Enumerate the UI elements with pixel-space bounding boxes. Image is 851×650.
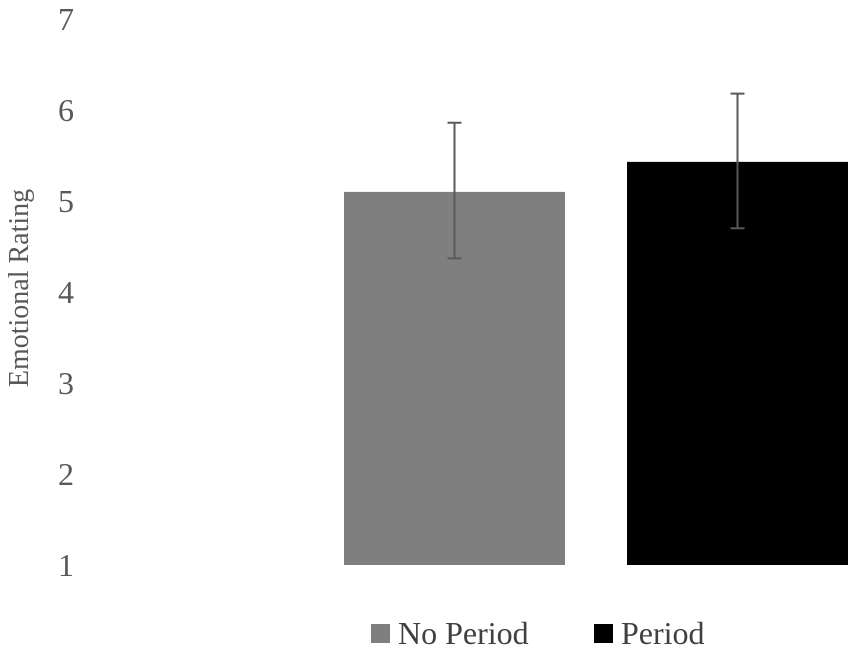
error-bars bbox=[447, 92, 745, 260]
y-tick-label: 6 bbox=[58, 92, 74, 128]
y-tick-label: 2 bbox=[58, 456, 74, 492]
legend-item-period: Period bbox=[594, 615, 705, 650]
legend-label: Period bbox=[621, 615, 705, 650]
legend: No Period Period bbox=[371, 615, 705, 650]
y-axis-label: Emotional Rating bbox=[4, 189, 35, 387]
legend-label: No Period bbox=[398, 615, 529, 650]
y-axis-ticks: 1 2 3 4 5 6 7 bbox=[58, 1, 74, 583]
y-tick-label: 4 bbox=[58, 274, 74, 310]
legend-item-no-period: No Period bbox=[371, 615, 529, 650]
error-bar-no-period bbox=[447, 121, 462, 260]
y-tick-label: 3 bbox=[58, 365, 74, 401]
error-bar-period bbox=[730, 92, 745, 230]
bars bbox=[344, 161, 848, 565]
legend-swatch bbox=[594, 624, 613, 643]
y-tick-label: 1 bbox=[58, 547, 74, 583]
y-tick-label: 7 bbox=[58, 1, 74, 37]
y-tick-label: 5 bbox=[58, 183, 74, 219]
legend-swatch bbox=[371, 624, 390, 643]
